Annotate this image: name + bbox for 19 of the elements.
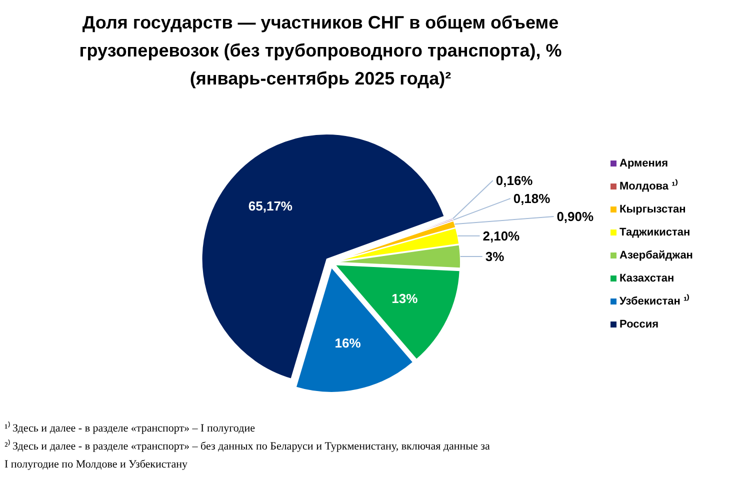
data-label: 2,10% <box>482 228 520 244</box>
data-label: 0,16% <box>496 173 534 188</box>
legend-label: Молдова ¹⁾ <box>620 178 678 192</box>
legend-label: Казахстан <box>620 272 674 284</box>
data-label: 3% <box>485 248 505 264</box>
data-label: 16% <box>334 336 362 351</box>
legend-label: Узбекистан ¹⁾ <box>620 294 690 308</box>
legend-label: Россия <box>620 318 659 330</box>
data-label: 13% <box>392 291 418 306</box>
legend-label: Армения <box>620 158 668 170</box>
data-label: 65,17% <box>248 198 293 214</box>
chart-title: Доля государств — участников СНГ в общем объеме грузоперевозок (без трубопроводного транспорта), % (январь-сентябрь 2025 года)² <box>79 12 562 88</box>
legend-label: Таджикистан <box>620 226 690 238</box>
legend-label: Кыргызстан <box>620 204 686 216</box>
legend-label: Азербайджан <box>620 250 693 262</box>
data-label: 0,90% <box>556 209 594 224</box>
data-label: 0,18% <box>513 191 551 206</box>
text: ¹⁾ Здесь и далее - в разделе «транспорт» – I полугодие <box>4 422 256 434</box>
text: ²⁾ Здесь и далее - в разделе «транспорт» – без данных по Беларуси и Туркменистану, включая данные за I полугодие по Молдове и Узбекистану <box>4 440 490 470</box>
